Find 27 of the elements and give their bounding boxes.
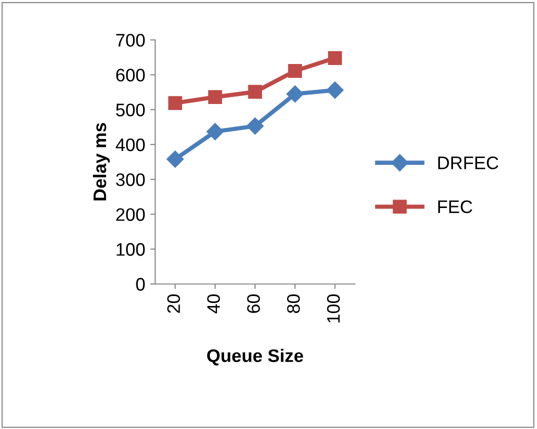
x-tick-label: 100 <box>327 294 340 322</box>
x-tick-label: 20 <box>167 294 180 313</box>
y-tick-label: 0 <box>136 278 145 291</box>
y-tick-label: 300 <box>116 173 145 186</box>
point <box>246 117 264 135</box>
point <box>168 96 182 110</box>
x-axis-title: Queue Size <box>207 348 304 366</box>
point <box>206 123 224 140</box>
x-tick-label: 40 <box>207 294 220 314</box>
y-tick-label: 400 <box>116 138 145 152</box>
point <box>326 82 344 99</box>
point <box>328 51 342 65</box>
point <box>166 150 184 168</box>
x-tick-label: 80 <box>287 294 300 314</box>
point <box>286 85 304 102</box>
point <box>288 64 302 78</box>
point <box>248 84 262 99</box>
y-tick-label: 700 <box>116 34 145 47</box>
x-tick-label: 60 <box>247 294 260 313</box>
y-tick-label: 100 <box>116 243 145 256</box>
y-axis-title: Delay ms <box>92 123 110 200</box>
legend-label: DRFEC <box>438 156 498 170</box>
y-tick-label: 500 <box>116 104 145 116</box>
y-tick-label: 200 <box>116 208 145 221</box>
y-tick-label: 600 <box>116 68 145 82</box>
point <box>208 90 222 104</box>
legend-label: FEC <box>438 200 472 214</box>
